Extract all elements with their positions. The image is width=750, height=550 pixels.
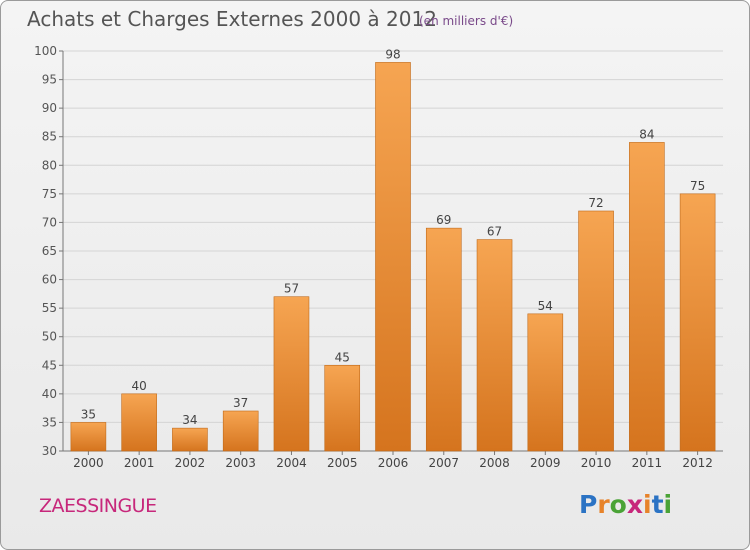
y-tick-label: 85 <box>42 130 57 144</box>
logo-letter: t <box>651 490 664 519</box>
y-tick-label: 95 <box>42 73 57 87</box>
x-tick-label: 2005 <box>327 456 358 470</box>
x-tick-label: 2004 <box>276 456 307 470</box>
x-tick-label: 2006 <box>378 456 409 470</box>
data-label: 84 <box>639 127 654 141</box>
y-tick-label: 60 <box>42 273 57 287</box>
bar-2010 <box>578 210 614 452</box>
chart-title: Achats et Charges Externes 2000 à 2012 <box>27 7 437 31</box>
bar-2006 <box>375 62 411 452</box>
y-tick-label: 55 <box>42 301 57 315</box>
x-tick-label: 2003 <box>225 456 256 470</box>
data-label: 35 <box>81 407 96 421</box>
logo-letter: i <box>663 490 673 519</box>
bar-2005 <box>324 364 361 452</box>
logo-letter: i <box>643 490 652 519</box>
bar-2007 <box>425 227 462 452</box>
data-label: 37 <box>233 396 248 410</box>
data-label: 67 <box>487 225 502 239</box>
y-tick-label: 45 <box>42 358 57 372</box>
bar-2003 <box>222 410 259 452</box>
data-label: 40 <box>132 379 147 393</box>
bar-2000 <box>70 422 107 452</box>
data-label: 75 <box>690 179 705 193</box>
data-label: 54 <box>538 299 553 313</box>
y-tick-label: 100 <box>34 44 57 58</box>
y-tick-label: 40 <box>42 387 57 401</box>
bar-2009 <box>527 313 564 452</box>
bar-2011 <box>629 142 665 452</box>
y-tick-label: 80 <box>42 158 57 172</box>
data-label: 34 <box>182 413 197 427</box>
bar-2008 <box>476 239 513 452</box>
proxiti-logo: Proxiti <box>579 490 672 519</box>
bar-2001 <box>121 393 157 452</box>
y-tick-label: 65 <box>42 244 57 258</box>
commune-name: ZAESSINGUE <box>39 495 157 517</box>
logo-letter: r <box>597 490 610 519</box>
x-tick-label: 2010 <box>581 456 612 470</box>
y-tick-label: 70 <box>42 215 57 229</box>
data-label: 98 <box>385 47 400 61</box>
x-tick-label: 2007 <box>428 456 459 470</box>
logo-letter: x <box>626 490 643 519</box>
y-tick-label: 30 <box>42 444 57 458</box>
y-tick-label: 50 <box>42 330 57 344</box>
x-tick-label: 2002 <box>175 456 206 470</box>
x-tick-label: 2009 <box>530 456 561 470</box>
y-tick-label: 90 <box>42 101 57 115</box>
x-tick-label: 2008 <box>479 456 510 470</box>
data-label: 57 <box>284 282 299 296</box>
x-tick-label: 2000 <box>73 456 104 470</box>
data-label: 69 <box>436 213 451 227</box>
y-tick-label: 35 <box>42 415 57 429</box>
bar-2012 <box>679 193 716 452</box>
logo-letter: o <box>609 490 627 519</box>
x-tick-label: 2011 <box>632 456 663 470</box>
data-label: 45 <box>335 350 350 364</box>
data-label: 72 <box>588 196 603 210</box>
y-tick-label: 75 <box>42 187 57 201</box>
x-tick-label: 2012 <box>682 456 713 470</box>
bar-2004 <box>273 296 310 452</box>
bar-2002 <box>172 427 208 452</box>
logo-letter: P <box>579 490 598 519</box>
x-tick-label: 2001 <box>124 456 155 470</box>
chart-subtitle: (en milliers d'€) <box>419 14 514 28</box>
